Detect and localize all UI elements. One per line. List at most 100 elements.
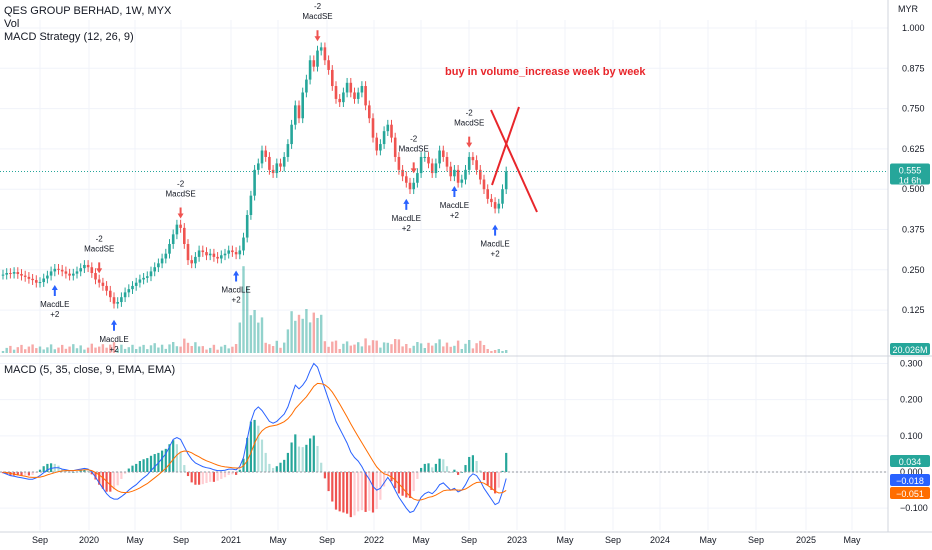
volume-bar <box>31 344 34 353</box>
macd-histogram-bar <box>94 472 97 480</box>
candle-body <box>220 255 223 259</box>
candle-body <box>482 179 486 190</box>
volume-bar <box>75 348 79 353</box>
macd-histogram-bar <box>135 463 138 472</box>
candle-body <box>168 244 171 254</box>
volume-bar <box>90 343 93 353</box>
candle-body <box>460 179 464 183</box>
macd-histogram-bar <box>383 472 386 487</box>
volume-bar <box>164 348 167 353</box>
candle-body <box>75 271 79 274</box>
candle-body <box>94 273 97 280</box>
volume-bar <box>390 344 393 353</box>
volume-bar <box>338 349 341 353</box>
macd-histogram-bar <box>87 470 90 472</box>
macd-histogram-bar <box>186 472 190 477</box>
volume-bar <box>327 346 330 353</box>
macd-histogram-bar <box>153 454 156 472</box>
candle-body <box>31 278 34 281</box>
candle-body <box>138 279 142 283</box>
candle-body <box>356 92 360 99</box>
currency-label: MYR <box>898 4 918 14</box>
volume-bar <box>146 349 149 353</box>
volume-bar <box>286 329 290 353</box>
macd-legend-label[interactable]: MACD (5, 35, close, 9, EMA, EMA) <box>4 364 176 376</box>
signal-line <box>2 382 507 501</box>
short-entry-arrow-icon <box>314 30 321 42</box>
macd-histogram-bar <box>408 472 412 499</box>
candle-body <box>479 169 482 180</box>
volume-bar <box>249 315 253 353</box>
candle-body <box>83 264 86 269</box>
signal-qty: +2 <box>450 211 460 220</box>
macd-histogram-bar <box>249 421 252 472</box>
candle-body <box>342 92 345 103</box>
long-entry-arrow-icon <box>451 185 458 197</box>
volume-bar <box>57 347 60 353</box>
macd-histogram-bar <box>272 467 275 472</box>
macd-histogram-bar <box>286 452 289 472</box>
volume-bar <box>112 342 116 353</box>
candle-body <box>249 195 253 215</box>
volume-bar <box>197 346 201 353</box>
volume-bar <box>342 343 345 353</box>
macd-histogram-bar <box>16 472 19 476</box>
volume-bar <box>234 344 238 353</box>
volume-bar <box>160 344 164 353</box>
volume-bar <box>61 344 64 353</box>
candle-body <box>412 182 415 190</box>
macd-histogram-bar <box>449 472 452 473</box>
volume-bar <box>468 340 471 353</box>
candle-body <box>231 250 234 253</box>
candle-body <box>308 60 312 80</box>
macd-histogram-bar <box>338 472 341 512</box>
macd-histogram-bar <box>223 472 227 478</box>
volume-bar <box>220 346 223 353</box>
candle-body <box>123 292 127 298</box>
macd-histogram-bar <box>238 469 241 472</box>
candle-body <box>397 156 401 170</box>
macd-histogram-bar <box>235 472 238 475</box>
macd-histogram-bar <box>327 472 330 492</box>
time-tick-label: Sep <box>748 535 764 545</box>
candle-body <box>401 169 404 177</box>
candle-body <box>90 267 94 274</box>
macd-histogram-bar <box>431 467 434 472</box>
macd-histogram-bar <box>368 472 371 511</box>
chart-annotation: buy in volume_increase week by week <box>445 66 646 78</box>
macd-histogram-bar <box>46 463 49 472</box>
signal-label: MacdLE <box>440 201 469 210</box>
candle-body <box>127 289 131 293</box>
time-tick-label: 2023 <box>507 535 527 545</box>
strategy-legend-label[interactable]: MACD Strategy (12, 26, 9) <box>4 31 134 43</box>
candle-body <box>23 275 27 277</box>
candle-body <box>120 297 123 303</box>
macd-histogram-bar <box>486 472 489 486</box>
candle-body <box>364 86 367 106</box>
candle-body <box>268 156 271 170</box>
candle-body <box>279 163 282 167</box>
candle-body <box>471 156 475 161</box>
long-entry-arrow-icon <box>51 284 58 296</box>
volume-bar <box>238 322 241 353</box>
candle-body <box>186 244 190 261</box>
macd-histogram-bar <box>275 466 278 472</box>
candle-body <box>375 137 378 151</box>
volume-bar <box>431 345 434 353</box>
candle-body <box>194 256 197 264</box>
time-tick-label: 2025 <box>796 535 816 545</box>
volume-bar <box>149 345 153 353</box>
macd-histogram-bar <box>349 472 352 518</box>
macd-histogram-bar <box>20 472 23 476</box>
price-tick-label: 0.375 <box>902 225 925 235</box>
volume-bar <box>223 344 227 353</box>
signal-qty: +2 <box>232 295 242 304</box>
macd-histogram-bar <box>42 466 45 472</box>
macd-histogram-bar <box>464 465 467 472</box>
long-entry-arrow-icon <box>492 224 499 236</box>
candle-body <box>371 118 375 138</box>
macd-histogram-bar <box>371 472 375 513</box>
macd-histogram-bar <box>131 465 134 472</box>
candle-body <box>234 252 238 255</box>
